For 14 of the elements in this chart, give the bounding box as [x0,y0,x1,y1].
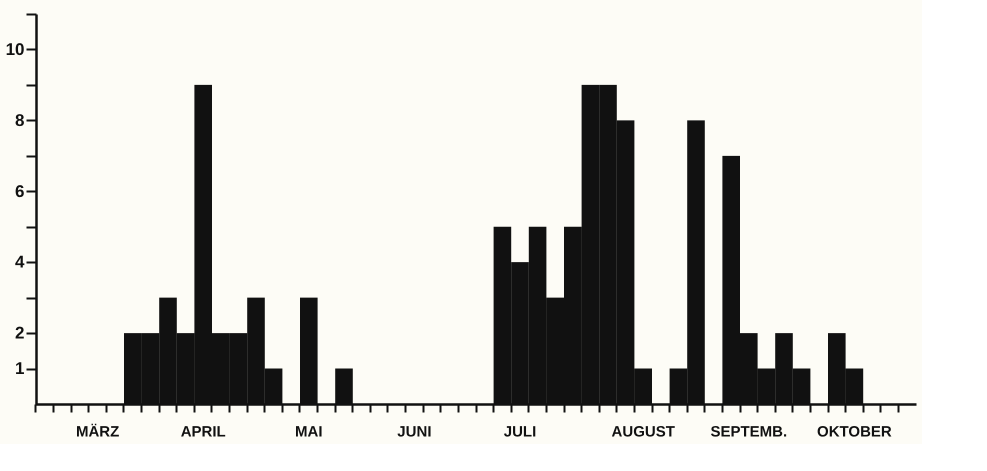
x-tick-label: SEPTEMB. [710,424,788,440]
x-tick-label: AUGUST [612,424,675,440]
y-tick-label: 1 [15,359,24,378]
y-tick-label: 6 [15,182,24,201]
y-tick-label: 4 [15,252,26,272]
y-tick-label: 10 [6,40,24,59]
x-tick-label: JUNI [397,424,432,440]
x-tick-label: APRIL [180,424,226,440]
x-tick-label: OKTOBER [817,424,892,440]
x-tick-label: JULI [504,424,536,440]
y-tick-label: 2 [15,324,24,343]
x-tick-label: MÄRZ [76,424,120,440]
y-tick-label: 8 [15,110,24,130]
x-tick-label: MAI [295,424,323,440]
